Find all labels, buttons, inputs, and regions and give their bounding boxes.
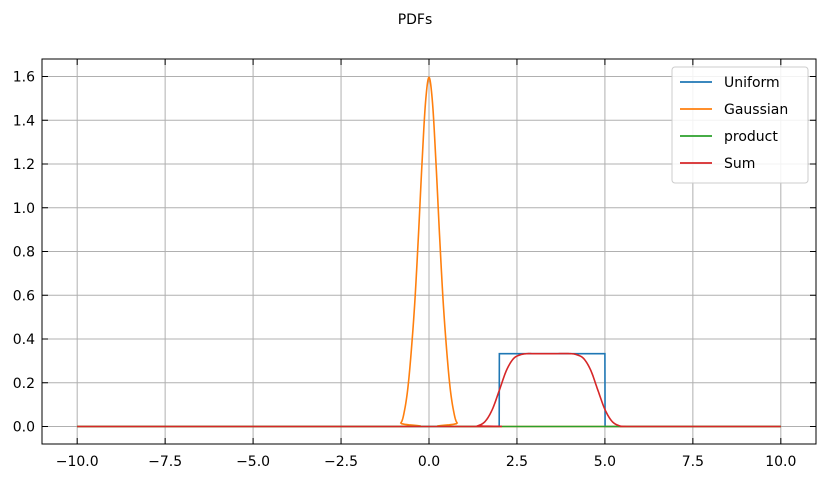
legend: Uniform Gaussian product Sum bbox=[671, 66, 809, 184]
x-tick-label: −2.5 bbox=[324, 454, 358, 470]
x-tick-label: 10.0 bbox=[765, 454, 796, 470]
legend-label: product bbox=[724, 129, 778, 145]
legend-label: Gaussian bbox=[724, 102, 788, 118]
x-tick-label: 7.5 bbox=[682, 454, 704, 470]
y-tick-label: 1.4 bbox=[13, 113, 35, 129]
x-tick-label: −10.0 bbox=[56, 454, 99, 470]
y-tick-label: 0.2 bbox=[13, 376, 35, 392]
y-tick-label: 0.0 bbox=[13, 420, 35, 436]
x-tick-labels: −10.0 −7.5 −5.0 −2.5 0.0 2.5 5.0 7.5 10.0 bbox=[56, 454, 797, 470]
y-tick-label: 1.0 bbox=[13, 201, 35, 217]
y-tick-label: 1.6 bbox=[13, 70, 35, 86]
series-line-sum bbox=[77, 352, 781, 428]
y-tick-label: 1.2 bbox=[13, 157, 35, 173]
x-tick-label: −7.5 bbox=[148, 454, 182, 470]
y-tick-label: 0.4 bbox=[13, 332, 35, 348]
legend-label: Sum bbox=[724, 156, 755, 172]
legend-box bbox=[671, 66, 809, 184]
x-tick-label: 0.0 bbox=[418, 454, 440, 470]
y-tick-labels: 0.0 0.2 0.4 0.6 0.8 1.0 1.2 1.4 1.6 bbox=[13, 70, 35, 436]
series-line-gaussian bbox=[77, 76, 781, 428]
legend-label: Uniform bbox=[724, 75, 780, 91]
axis-ticks bbox=[42, 59, 816, 444]
chart-title: PDFs bbox=[398, 12, 433, 28]
series-layer bbox=[77, 76, 781, 428]
x-tick-label: 2.5 bbox=[506, 454, 528, 470]
y-tick-label: 0.6 bbox=[13, 288, 35, 304]
y-tick-label: 0.8 bbox=[13, 245, 35, 261]
x-tick-label: −5.0 bbox=[236, 454, 270, 470]
x-tick-label: 5.0 bbox=[594, 454, 616, 470]
